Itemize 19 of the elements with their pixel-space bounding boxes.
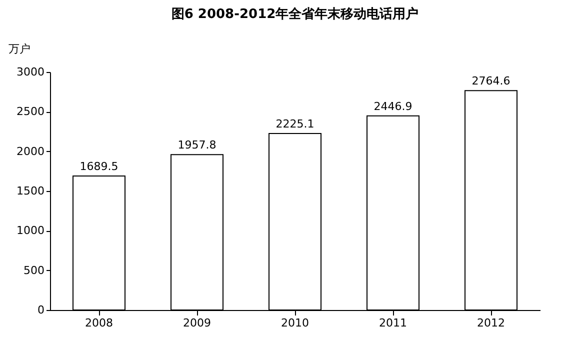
data-label: 2764.6 xyxy=(472,74,510,88)
y-tick-label: 3000 xyxy=(16,66,44,78)
y-tick-label: 1000 xyxy=(16,224,44,238)
y-tick-label: 1500 xyxy=(16,184,44,198)
x-tick-label: 2011 xyxy=(379,316,407,330)
y-tick-label: 2000 xyxy=(16,144,44,158)
x-tick-label: 2009 xyxy=(183,316,211,330)
data-label: 1689.5 xyxy=(80,160,118,173)
y-tick-label: 2500 xyxy=(16,105,44,118)
data-label: 1957.8 xyxy=(178,138,216,152)
data-label: 2446.9 xyxy=(374,100,412,113)
x-tick-label: 2010 xyxy=(281,316,309,330)
y-tick-label: 0 xyxy=(38,304,44,316)
data-label: 2225.1 xyxy=(276,117,314,130)
x-tick-label: 2012 xyxy=(477,316,505,330)
x-tick-label: 2008 xyxy=(85,316,113,330)
y-axis-title: 万户 xyxy=(8,42,30,56)
y-tick-label: 500 xyxy=(24,264,44,277)
chart-title: 图6 2008-2012年全省年末移动电话用户 xyxy=(171,6,419,22)
